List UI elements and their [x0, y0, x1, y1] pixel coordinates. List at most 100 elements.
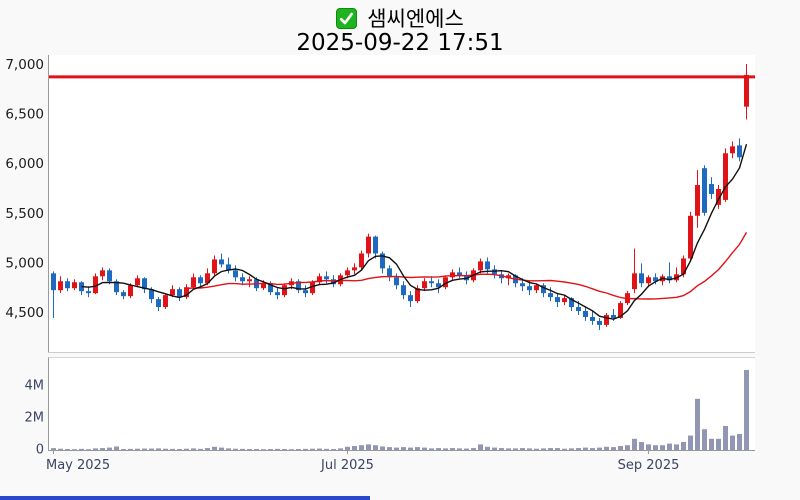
candle-body	[723, 153, 728, 200]
volume-bar	[380, 446, 385, 450]
candle-body	[646, 277, 651, 284]
candle-body	[366, 236, 371, 254]
check-mark-icon	[340, 12, 354, 24]
candle-body	[597, 320, 602, 325]
candle-body	[142, 278, 147, 290]
volume-bar	[590, 448, 595, 450]
volume-bar	[541, 448, 546, 450]
volume-bar	[366, 444, 371, 450]
volume-bar	[646, 444, 651, 450]
volume-bar	[506, 448, 511, 450]
candle-body	[317, 276, 322, 283]
volume-bar	[730, 435, 735, 450]
volume-bar	[86, 449, 91, 450]
candle-body	[604, 314, 609, 325]
candle-body	[352, 267, 357, 271]
candle-body	[65, 281, 70, 289]
volume-bar	[93, 448, 98, 450]
volume-bar	[611, 447, 616, 450]
volume-tick-label: 4M	[25, 379, 45, 394]
volume-bar	[436, 448, 441, 450]
candle-body	[177, 289, 182, 298]
ma20-line	[186, 232, 748, 300]
volume-bar	[149, 448, 154, 450]
volume-bar	[142, 448, 147, 450]
volume-plot-bg	[48, 357, 755, 450]
volume-bar	[184, 448, 189, 450]
candle-body	[135, 278, 140, 286]
volume-bar	[478, 444, 483, 450]
candle-body	[380, 253, 385, 269]
volume-bar	[163, 448, 168, 450]
candle-body	[457, 272, 462, 276]
candle-body	[527, 286, 532, 291]
volume-bar	[618, 446, 623, 450]
volume-bar	[226, 448, 231, 450]
volume-bar	[72, 449, 77, 450]
candle-body	[590, 316, 595, 321]
candle-body	[121, 292, 126, 297]
price-tick-label: 7,000	[5, 57, 44, 73]
volume-bar	[548, 448, 553, 450]
candle-body	[730, 146, 735, 154]
candle-body	[744, 74, 749, 107]
stock-title: 샘씨엔에스	[367, 7, 464, 31]
volume-bar	[310, 448, 315, 450]
candle-body	[226, 264, 231, 271]
volume-tick-label: 0	[36, 443, 44, 458]
candle-body	[170, 289, 175, 296]
candle-body	[562, 298, 567, 303]
candle-body	[387, 268, 392, 278]
candle-body	[107, 270, 112, 282]
candle-body	[310, 282, 315, 294]
volume-bar	[583, 447, 588, 450]
volume-bar	[170, 448, 175, 450]
volume-bar	[408, 447, 413, 450]
candle-body	[436, 283, 441, 288]
volume-bar	[688, 435, 693, 450]
price-tick-label: 6,500	[5, 107, 44, 123]
candle-body	[618, 303, 623, 318]
candle-body	[583, 311, 588, 317]
volume-bar	[681, 442, 686, 450]
candle-body	[373, 236, 378, 254]
volume-bar	[345, 446, 350, 450]
volume-bar	[716, 438, 721, 450]
candle-body	[184, 287, 189, 298]
volume-bar	[604, 446, 609, 450]
candle-body	[478, 261, 483, 271]
candle-body	[492, 269, 497, 275]
candle-body	[247, 279, 252, 282]
volume-tick-label: 2M	[25, 411, 45, 426]
candle-body	[639, 273, 644, 284]
volume-bar	[331, 449, 336, 450]
price-tick-label: 5,000	[5, 255, 44, 271]
volume-bar	[373, 445, 378, 450]
volume-bar	[289, 449, 294, 450]
volume-bar	[457, 448, 462, 450]
volume-bar	[282, 449, 287, 450]
candle-body	[205, 273, 210, 284]
volume-bar	[205, 448, 210, 450]
candles-layer	[51, 64, 749, 330]
candle-body	[93, 276, 98, 294]
volume-bar	[387, 447, 392, 450]
volume-bar	[303, 448, 308, 450]
volume-bar	[65, 449, 70, 450]
volume-bar	[198, 448, 203, 450]
ma5-line	[81, 144, 748, 320]
candle-body	[632, 273, 637, 290]
volume-bar	[492, 447, 497, 450]
candle-body	[156, 299, 161, 308]
volume-bar	[254, 449, 259, 450]
candle-body	[359, 253, 364, 268]
candle-body	[520, 283, 525, 287]
month-label: Sep 2025	[618, 458, 680, 473]
volume-bar	[443, 448, 448, 450]
candle-body	[541, 285, 546, 294]
candle-body	[737, 145, 742, 158]
volume-bar	[79, 448, 84, 450]
volume-bar	[485, 446, 490, 450]
